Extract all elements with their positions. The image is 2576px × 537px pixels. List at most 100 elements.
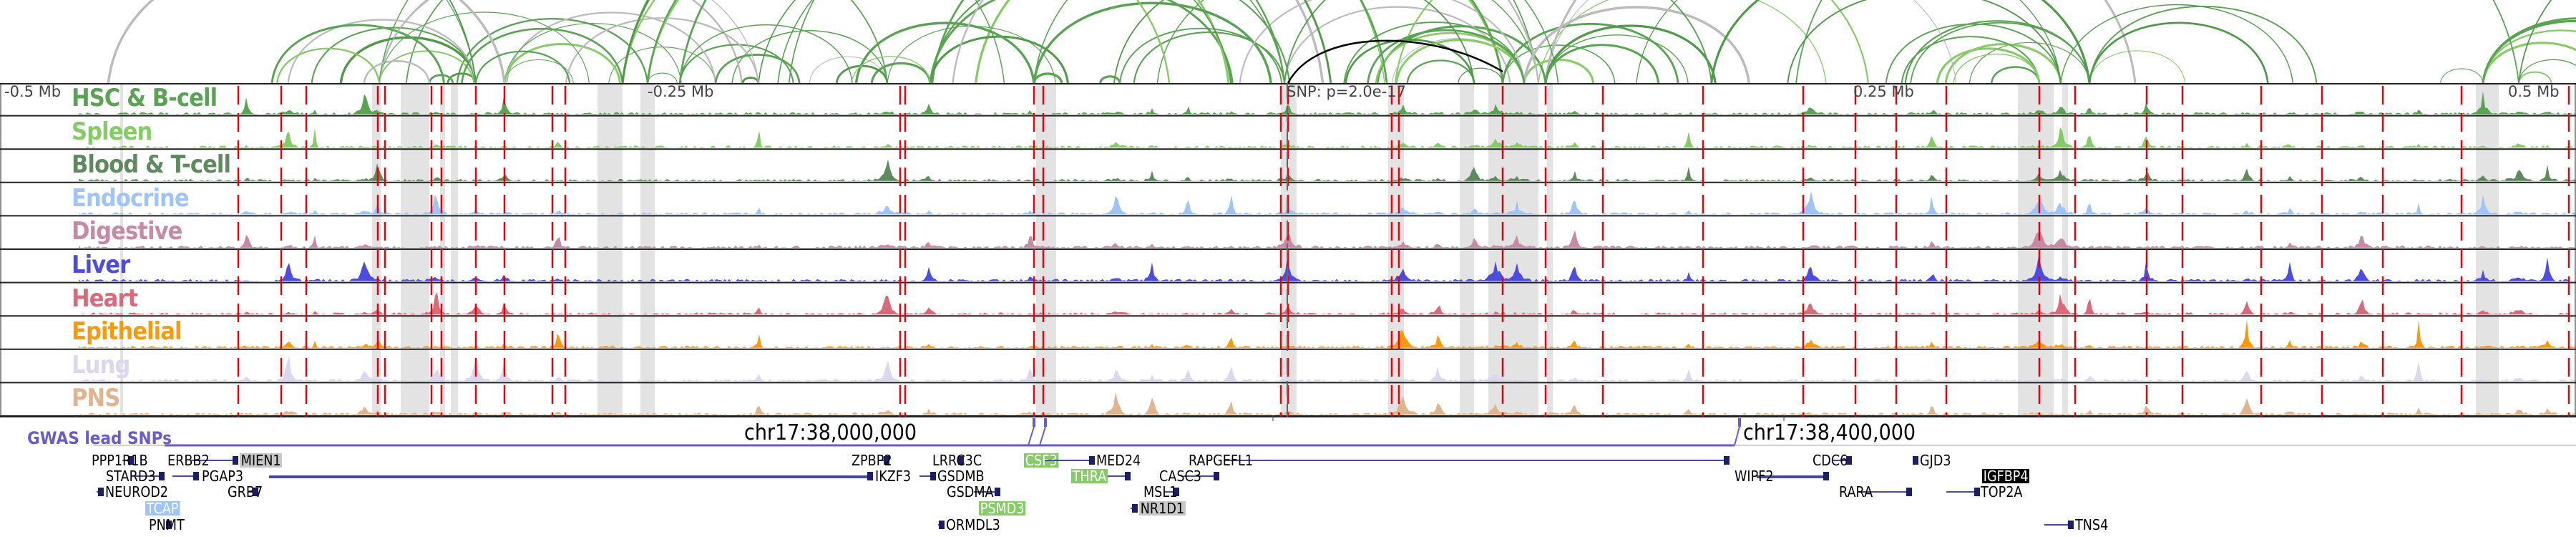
gene-exon [1125,472,1131,480]
gene-label-stard3[interactable]: STARD3 [106,468,156,485]
gene-label-neurod2[interactable]: NEUROD2 [105,483,168,500]
gene-label-ppp1r1b[interactable]: PPP1R1B [92,452,148,469]
gene-label-gsdma[interactable]: GSDMA [947,483,994,500]
gene-label-csf3[interactable]: CSF3 [1024,452,1059,469]
chromatin-loop-arc [1710,0,2091,84]
chromatin-loop-arc [1910,21,2090,84]
chromatin-loop-arc [446,0,477,84]
gene-label-zpbp2[interactable]: ZPBP2 [852,452,892,469]
gene-model-erbb2[interactable] [191,460,238,461]
gene-exon [1823,472,1829,480]
chromatin-loop-arc [1636,0,2062,84]
signal-tracks [0,83,2576,417]
gene-label-ormdl3[interactable]: ORMDL3 [946,516,1000,533]
gene-model-thra[interactable] [1091,475,1131,477]
chromatin-loop-arc [363,60,431,84]
chromatin-loop-arc [1033,72,1063,84]
gene-label-pnmt[interactable]: PNMT [149,516,185,533]
chromatin-loop-arc [456,18,649,84]
gwas-snp-marker[interactable] [1033,418,1035,427]
gwas-snp-marker[interactable] [1738,418,1741,427]
gene-label-psmd3[interactable]: PSMD3 [979,500,1026,517]
gene-model-pgap3[interactable] [172,475,199,477]
gene-label-grb7[interactable]: GRB7 [228,483,263,500]
chromatin-loop-arc [621,0,1171,84]
chromatin-loop-arc [1239,0,1526,84]
gene-label-wipf2[interactable]: WIPF2 [1735,468,1774,485]
gene-model-ikzf3[interactable] [269,475,873,478]
chromatin-loop-arc [1033,1,1272,84]
chromatin-loop-arc [1345,39,1475,84]
gene-model-msl1[interactable] [1163,491,1179,493]
gene-exon [884,456,889,465]
chromatin-loop-arc [854,21,1035,84]
chromatin-loop-arc [461,28,624,84]
track-label-blood-t-cell: Blood & T-cell [72,150,231,180]
gene-label-casc3[interactable]: CASC3 [1159,468,1201,485]
gene-exon [867,472,873,480]
gene-label-tcap[interactable]: TCAP [145,500,180,517]
gene-model-gsdmb[interactable] [919,475,936,477]
gene-exon [1132,504,1138,513]
chromatin-loop-arc [504,22,682,84]
gene-label-top2a[interactable]: TOP2A [1981,483,2023,500]
gene-exon [233,456,238,465]
gene-label-lrrc3c[interactable]: LRRC3C [932,452,982,469]
gene-label-rara[interactable]: RARA [1839,483,1873,500]
chromatin-loop-arc [1133,31,1286,84]
gene-exon [159,472,165,480]
gene-label-pgap3[interactable]: PGAP3 [202,468,244,485]
gwas-snp-connector [1028,426,1035,446]
gene-model-gsdma[interactable] [974,491,1000,493]
gene-exon [1724,456,1729,465]
gene-model-tns4[interactable] [2044,524,2074,526]
chromatin-loop-arc [1523,6,1750,84]
chromatin-loop-arc [1545,34,1689,84]
gene-label-med24[interactable]: MED24 [1096,452,1141,469]
gene-label-msl1[interactable]: MSL1 [1143,483,1178,500]
chromatin-loop-arc [679,24,853,84]
chromatin-loop-arc [714,54,801,84]
track-label-hsc-b-cell: HSC & B-cell [72,84,218,112]
gene-label-gsdmb[interactable]: GSDMB [937,468,985,485]
gene-model-med24[interactable] [1045,460,1095,461]
chromatin-loop-arc [1113,0,1475,84]
gene-label-mien1[interactable]: MIEN1 [240,452,283,469]
gene-label-nr1d1[interactable]: NR1D1 [1139,500,1186,517]
gene-label-gjd3[interactable]: GJD3 [1920,452,1951,469]
chromatin-loop-arc [2089,50,2186,84]
chromatin-loop-arc [2518,0,2552,84]
gene-model-stard3[interactable] [135,475,165,477]
chromatin-loop-arc [870,62,932,84]
gene-label-erbb2[interactable]: ERBB2 [167,452,210,469]
gene-label-tns4[interactable]: TNS4 [2075,516,2109,533]
chromatin-loop-arc [405,0,888,84]
chromatin-loop-arc [929,0,1291,84]
chromatin-loop-arc [1544,24,1717,84]
chromatin-loop-arc [1901,36,2040,84]
gene-model-cdc6[interactable] [1833,460,1852,461]
snp-pvalue-label: SNP: p=2.0e-17 [1287,83,1406,100]
gene-model-top2a[interactable] [1946,491,1980,493]
gwas-snp-marker[interactable] [1044,418,1047,427]
gwas-track-label: GWAS lead SNPs [27,428,172,448]
gene-label-igfbp4[interactable]: IGFBP4 [1982,468,2030,485]
gene-label-rapgefl1[interactable]: RAPGEFL1 [1189,452,1254,469]
gene-exon [1089,456,1095,465]
gene-model-casc3[interactable] [1184,475,1219,477]
gene-label-ikzf3[interactable]: IKZF3 [875,468,912,485]
gene-model-wipf2[interactable] [1757,475,1829,478]
gene-exon [98,488,104,496]
gene-exon [1846,456,1852,465]
chromatin-loop-arc [1936,47,2041,84]
chromatin-loop-arc [503,43,621,84]
chromatin-loop-arc [2482,19,2576,84]
chromatin-loop-arc [731,30,888,84]
chromatin-loop-arc [379,50,475,84]
gene-model-rapgefl1[interactable] [1224,460,1729,461]
gene-label-thra[interactable]: THRA [1071,468,1108,485]
chromatin-loop-arc [1099,75,1121,84]
chromatin-loop-arc [1119,27,1283,84]
gene-label-cdc6[interactable]: CDC6 [1813,452,1848,469]
gene-model-rara[interactable] [1858,491,1912,493]
